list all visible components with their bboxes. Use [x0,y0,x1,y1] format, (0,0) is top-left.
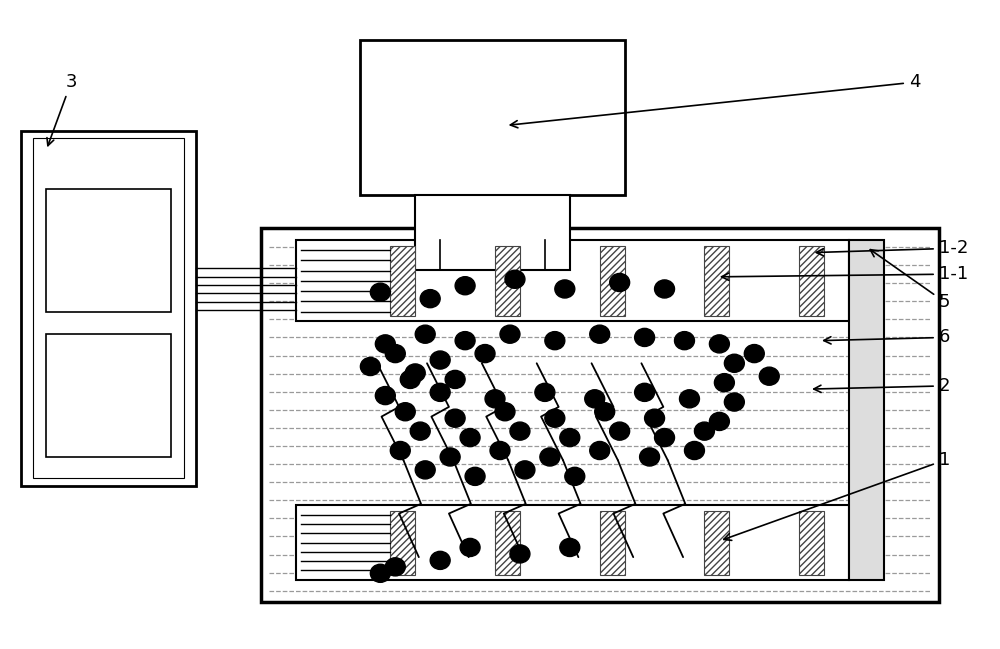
Bar [296,506,849,580]
Ellipse shape [500,325,520,343]
Bar [704,246,729,316]
Bar [46,189,171,312]
Ellipse shape [610,273,630,291]
Ellipse shape [385,557,405,576]
Ellipse shape [360,358,380,376]
Bar [495,246,520,316]
Ellipse shape [635,328,655,347]
Ellipse shape [545,409,565,427]
Ellipse shape [680,390,699,408]
Ellipse shape [545,332,565,350]
Bar [46,334,171,457]
Ellipse shape [415,461,435,479]
Ellipse shape [455,276,475,295]
Ellipse shape [465,467,485,485]
Ellipse shape [759,367,779,386]
Ellipse shape [460,428,480,447]
Ellipse shape [655,428,675,447]
Ellipse shape [420,289,440,308]
Ellipse shape [565,467,585,485]
Ellipse shape [684,441,704,459]
Bar [390,511,415,574]
Ellipse shape [495,402,515,421]
Ellipse shape [515,461,535,479]
Text: 1-2: 1-2 [816,239,968,257]
Ellipse shape [555,280,575,298]
Ellipse shape [485,390,505,408]
Ellipse shape [505,270,525,288]
Ellipse shape [400,371,420,389]
Ellipse shape [385,345,405,363]
Ellipse shape [560,428,580,447]
Bar [33,138,184,478]
Ellipse shape [640,448,660,466]
Ellipse shape [535,384,555,401]
Bar [849,241,884,580]
Ellipse shape [490,441,510,459]
Ellipse shape [610,422,630,440]
Bar [21,130,196,486]
Ellipse shape [445,409,465,427]
Ellipse shape [675,332,694,350]
Ellipse shape [595,402,615,421]
Ellipse shape [440,448,460,466]
Ellipse shape [375,387,395,404]
Ellipse shape [455,332,475,350]
Ellipse shape [430,384,450,401]
Bar [799,511,824,574]
Ellipse shape [709,412,729,430]
Text: 6: 6 [824,328,950,347]
Ellipse shape [430,351,450,369]
Bar [600,246,625,316]
Ellipse shape [510,422,530,440]
Ellipse shape [635,384,655,401]
Text: 5: 5 [870,250,950,311]
Ellipse shape [590,441,610,459]
Ellipse shape [714,374,734,392]
Ellipse shape [415,325,435,343]
Ellipse shape [724,393,744,411]
Text: 3: 3 [47,73,77,145]
Ellipse shape [590,325,610,343]
Text: 1-1: 1-1 [722,265,968,283]
Bar [261,228,939,602]
Ellipse shape [694,422,714,440]
Ellipse shape [645,409,665,427]
Bar [495,511,520,574]
Ellipse shape [475,345,495,363]
Ellipse shape [405,364,425,382]
Ellipse shape [390,441,410,459]
Ellipse shape [655,280,675,298]
Bar [799,246,824,316]
Ellipse shape [560,539,580,556]
Ellipse shape [510,545,530,563]
Text: 1: 1 [724,451,950,541]
Ellipse shape [724,354,744,373]
Ellipse shape [744,345,764,363]
Ellipse shape [585,390,605,408]
Bar [390,246,415,316]
Text: 2: 2 [814,377,950,395]
Ellipse shape [540,448,560,466]
Bar [704,511,729,574]
Ellipse shape [709,335,729,353]
Ellipse shape [395,402,415,421]
Bar [360,40,625,195]
Ellipse shape [410,422,430,440]
Text: 4: 4 [510,73,920,128]
Ellipse shape [445,371,465,389]
Ellipse shape [460,539,480,556]
Ellipse shape [375,335,395,353]
Bar [415,195,570,269]
Bar [600,511,625,574]
Ellipse shape [430,551,450,569]
Bar [296,241,849,321]
Ellipse shape [370,564,390,582]
Ellipse shape [370,283,390,301]
